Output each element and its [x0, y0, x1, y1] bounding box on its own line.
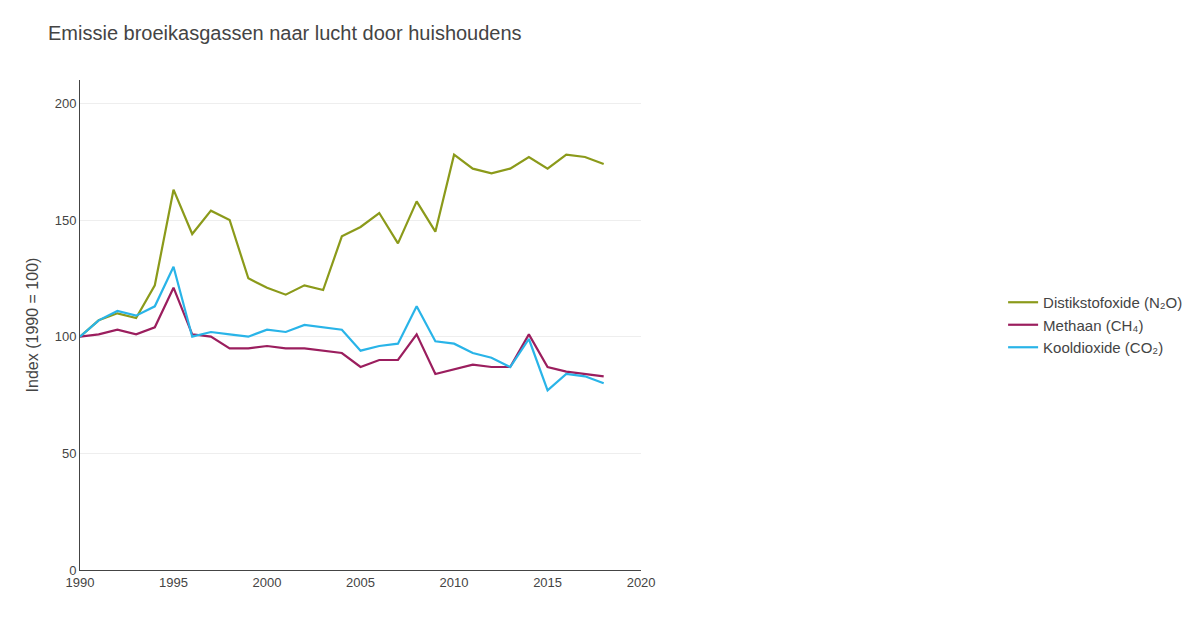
- svg-text:200: 200: [55, 96, 77, 111]
- svg-text:Index (1990 = 100): Index (1990 = 100): [24, 258, 41, 393]
- svg-text:2000: 2000: [253, 575, 282, 590]
- svg-text:2015: 2015: [533, 575, 562, 590]
- svg-text:Emissie broeikasgassen naar lu: Emissie broeikasgassen naar lucht door h…: [48, 22, 522, 44]
- svg-text:1995: 1995: [159, 575, 188, 590]
- svg-text:0: 0: [69, 563, 76, 578]
- svg-text:Methaan (CH₄): Methaan (CH₄): [1043, 317, 1143, 334]
- svg-text:1990: 1990: [66, 575, 95, 590]
- svg-text:150: 150: [55, 213, 77, 228]
- svg-text:2010: 2010: [440, 575, 469, 590]
- svg-text:Kooldioxide (CO₂): Kooldioxide (CO₂): [1043, 339, 1163, 356]
- svg-text:2005: 2005: [346, 575, 375, 590]
- svg-text:2020: 2020: [627, 575, 656, 590]
- svg-text:100: 100: [55, 329, 77, 344]
- svg-text:50: 50: [62, 446, 76, 461]
- svg-text:Distikstofoxide (N₂O): Distikstofoxide (N₂O): [1043, 294, 1182, 311]
